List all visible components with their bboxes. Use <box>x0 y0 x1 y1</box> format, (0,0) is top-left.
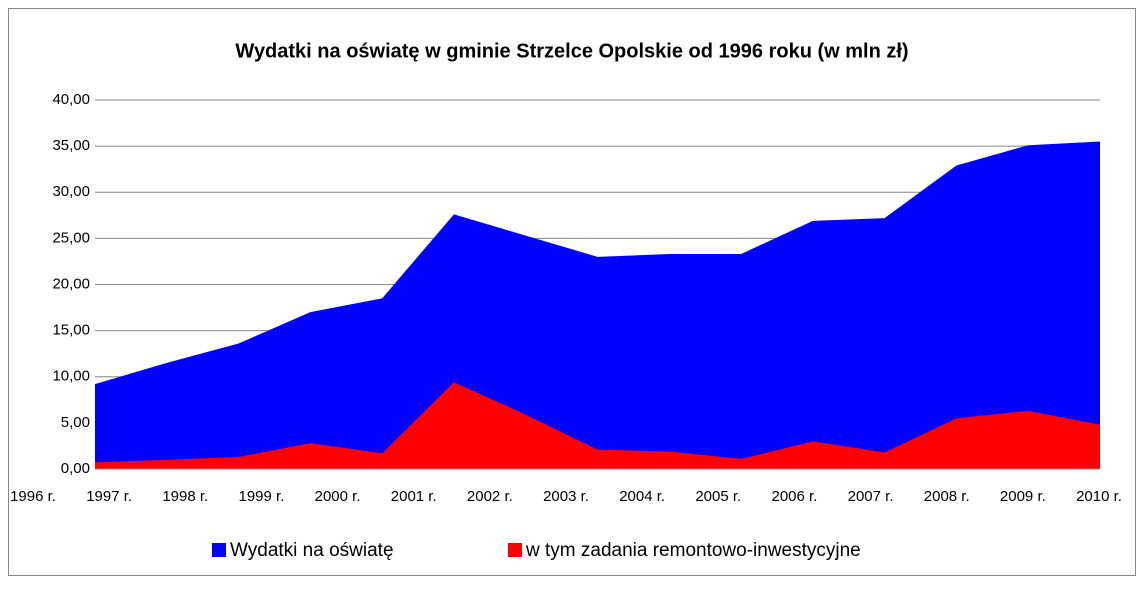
area <box>95 382 1100 469</box>
x-tick-label: 2005 r. <box>695 488 741 505</box>
y-tick-label: 0,00 <box>61 460 90 477</box>
y-tick-label: 10,00 <box>52 368 90 385</box>
y-tick-label: 30,00 <box>52 183 90 200</box>
y-tick-label: 5,00 <box>61 414 90 431</box>
legend-label: Wydatki na oświatę <box>230 540 394 561</box>
legend-swatch <box>212 543 226 557</box>
y-tick-label: 20,00 <box>52 275 90 292</box>
y-tick-label: 35,00 <box>52 137 90 154</box>
x-tick-label: 2001 r. <box>391 488 437 505</box>
x-tick-label: 1999 r. <box>238 488 284 505</box>
x-tick-label: 2009 r. <box>1000 488 1046 505</box>
x-tick-label: 2006 r. <box>771 488 817 505</box>
chart-title: Wydatki na oświatę w gminie Strzelce Opo… <box>235 40 908 62</box>
legend-label: w tym zadania remontowo-inwestycyjne <box>525 540 861 561</box>
y-tick-label: 40,00 <box>52 91 90 108</box>
x-tick-label: 2010 r. <box>1076 488 1122 505</box>
y-tick-label: 25,00 <box>52 229 90 246</box>
x-tick-label: 2007 r. <box>848 488 894 505</box>
x-tick-label: 1998 r. <box>162 488 208 505</box>
x-tick-label: 2000 r. <box>315 488 361 505</box>
x-tick-label: 2002 r. <box>467 488 513 505</box>
x-tick-label: 2003 r. <box>543 488 589 505</box>
legend-swatch <box>508 543 522 557</box>
x-tick-label: 1996 r. <box>10 488 56 505</box>
x-tick-label: 2004 r. <box>619 488 665 505</box>
area <box>95 141 1100 469</box>
x-tick-label: 2008 r. <box>924 488 970 505</box>
x-tick-label: 1997 r. <box>86 488 132 505</box>
y-tick-label: 15,00 <box>52 322 90 339</box>
